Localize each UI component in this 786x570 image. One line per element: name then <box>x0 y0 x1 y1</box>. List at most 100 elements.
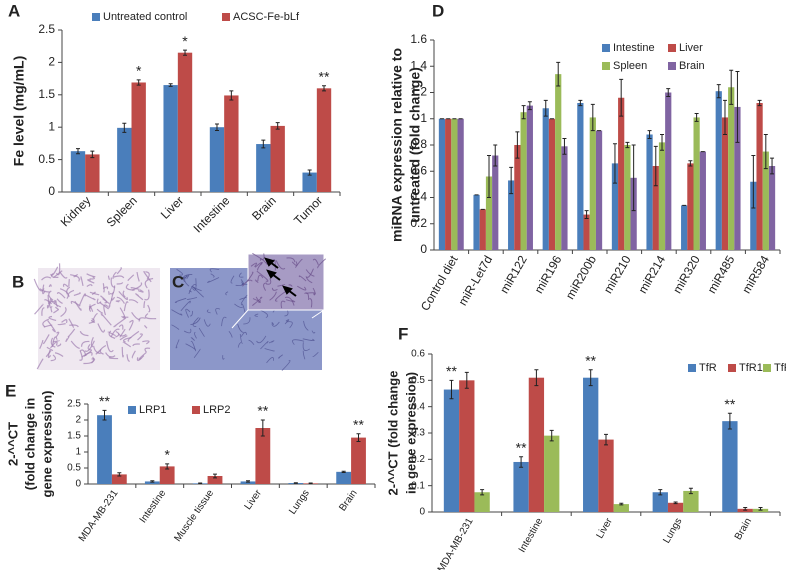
error-bar <box>480 489 485 496</box>
x-tick-label: Brain <box>337 488 359 513</box>
fiber <box>62 283 69 288</box>
bar <box>473 194 480 250</box>
significance-label: ** <box>446 363 457 379</box>
significance-label: ** <box>516 439 527 455</box>
x-tick-label: miR210 <box>601 253 634 296</box>
fiber <box>193 348 201 359</box>
x-tick-label: miR-Let7d <box>455 253 495 308</box>
fiber <box>109 285 116 295</box>
bar <box>528 377 545 512</box>
bar <box>144 481 160 484</box>
error-bar <box>590 103 595 132</box>
y-tick-label: 0.4 <box>411 401 425 412</box>
arrows <box>264 257 297 297</box>
error-bar <box>673 501 678 505</box>
fiber <box>74 300 82 311</box>
panel-label: F <box>398 324 408 343</box>
error-bar <box>735 71 740 143</box>
fiber <box>312 287 316 295</box>
fiber <box>46 298 52 309</box>
fiber <box>88 304 91 310</box>
fiber <box>192 317 199 327</box>
fiber <box>36 358 44 370</box>
fiber <box>44 299 53 305</box>
fiber <box>250 262 258 268</box>
error-bar <box>757 99 762 107</box>
error-bar <box>562 137 567 155</box>
fiber <box>113 275 125 279</box>
fiber <box>271 287 278 291</box>
fiber <box>147 304 151 313</box>
x-tick-label: Intestine <box>517 516 546 555</box>
fiber <box>41 276 52 281</box>
fiber <box>230 275 235 284</box>
fiber <box>57 343 62 347</box>
fiber <box>41 307 45 316</box>
fiber <box>182 274 193 283</box>
fiber <box>234 303 243 308</box>
bar <box>589 117 596 250</box>
fiber <box>198 327 205 337</box>
bar <box>728 87 735 250</box>
bar <box>111 474 127 484</box>
fiber <box>118 290 128 301</box>
fiber <box>285 299 296 303</box>
panel-label: A <box>8 1 20 20</box>
fiber <box>55 306 59 310</box>
error-bar <box>619 502 624 506</box>
legend-swatch <box>92 13 100 21</box>
fiber <box>123 301 129 312</box>
legend-label: Liver <box>679 42 703 54</box>
error-bar <box>322 85 327 92</box>
fiber <box>87 279 95 284</box>
fiber <box>186 297 198 301</box>
fiber <box>45 350 52 358</box>
fiber <box>246 271 254 282</box>
error-bar <box>487 155 492 198</box>
fiber <box>108 330 116 339</box>
fiber <box>242 279 253 287</box>
y-tick-label: 1.6 <box>410 32 427 46</box>
fiber <box>89 291 100 296</box>
error-bar <box>763 134 768 170</box>
fiber <box>92 312 98 321</box>
inset-texture <box>242 252 327 309</box>
fiber <box>65 336 70 342</box>
fiber <box>56 298 63 305</box>
bar <box>544 435 560 512</box>
fiber <box>42 284 46 295</box>
bar <box>513 461 529 512</box>
y-tick-label: 0.2 <box>411 454 425 465</box>
error-bar <box>198 482 203 485</box>
bar <box>561 146 568 250</box>
fiber <box>286 321 293 329</box>
bar <box>665 92 672 250</box>
bar <box>715 91 722 250</box>
error-bar <box>578 99 583 107</box>
fiber <box>135 293 144 301</box>
x-tick-label: Kidney <box>58 193 94 229</box>
x-tick-label: Lungs <box>287 488 312 517</box>
fiber <box>284 319 290 325</box>
legend-swatch <box>763 364 771 372</box>
bar <box>762 151 769 250</box>
bar <box>177 52 193 193</box>
error-bar <box>722 99 727 135</box>
legend-swatch <box>602 62 610 70</box>
legend-swatch <box>668 44 676 52</box>
fiber <box>99 302 109 310</box>
legend-swatch <box>128 406 136 414</box>
fiber <box>48 284 52 288</box>
fiber <box>138 352 147 360</box>
bar <box>514 145 521 250</box>
bar <box>652 166 659 250</box>
bar <box>474 492 490 512</box>
error-bar <box>214 123 219 131</box>
bar <box>693 117 700 250</box>
fiber <box>305 276 313 284</box>
fiber <box>132 343 140 347</box>
fiber <box>266 357 274 364</box>
error-bar <box>666 88 671 97</box>
fiber <box>190 337 195 341</box>
fiber <box>131 311 141 321</box>
